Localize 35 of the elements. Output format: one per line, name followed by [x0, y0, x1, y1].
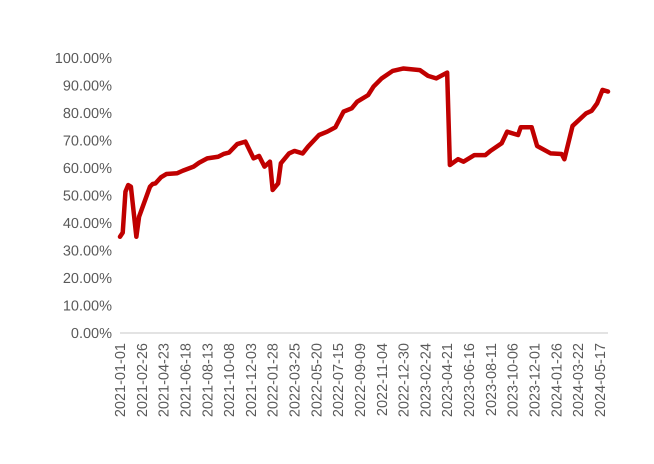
x-tick-label: 2022-03-25	[288, 343, 304, 418]
x-tick-label: 2023-08-11	[484, 343, 500, 416]
y-tick-label: 10.00%	[62, 298, 112, 315]
x-tick-label: 2022-07-15	[331, 343, 348, 418]
y-tick-label: 80.00%	[62, 106, 112, 122]
x-tick-label: 2023-12-01	[527, 343, 544, 418]
x-tick-label: 2023-06-16	[462, 343, 478, 418]
x-tick-label: 2022-09-09	[352, 343, 369, 418]
x-tick-label: 2022-12-30	[396, 343, 413, 418]
x-tick-label: 2021-08-13	[200, 343, 216, 418]
y-tick-label: 30.00%	[62, 244, 112, 260]
x-tick-label: 2021-01-01	[113, 343, 130, 418]
y-tick-label: 70.00%	[62, 134, 112, 150]
x-tick-label: 2023-04-21	[440, 343, 456, 418]
x-tick-label: 2022-11-04	[374, 343, 391, 416]
x-tick-label: 2021-12-03	[244, 343, 260, 418]
x-tick-label: 2022-01-28	[266, 343, 282, 418]
y-tick-label: 20.00%	[62, 271, 112, 288]
x-tick-label: 2024-01-26	[549, 343, 566, 418]
x-tick-label: 2023-02-24	[418, 343, 434, 418]
y-tick-label: 50.00%	[62, 188, 112, 205]
y-tick-label: 0.00%	[70, 326, 112, 342]
x-tick-label: 2023-10-06	[506, 343, 522, 418]
y-tick-label: 100.00%	[54, 51, 112, 68]
x-tick-label: 2021-10-08	[222, 343, 238, 418]
line-series	[118, 66, 610, 239]
x-tick-label: 2024-05-17	[592, 343, 609, 418]
x-tick-label: 2021-06-18	[178, 343, 195, 418]
y-tick-label: 60.00%	[62, 161, 112, 178]
y-tick-label: 90.00%	[62, 78, 112, 95]
y-tick-label: 40.00%	[62, 216, 112, 232]
x-tick-label: 2021-02-26	[134, 343, 151, 418]
x-tick-label: 2024-03-22	[571, 343, 588, 418]
x-tick-label: 2022-05-20	[309, 343, 326, 418]
x-tick-label: 2021-04-23	[156, 343, 173, 418]
